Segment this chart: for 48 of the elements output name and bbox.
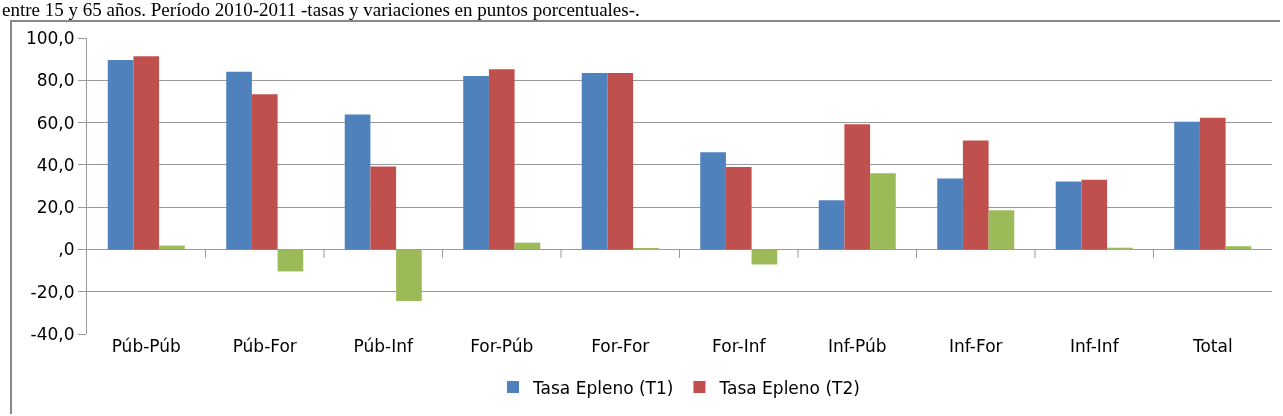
- x-tick-label: Púb-Púb: [111, 336, 181, 356]
- bar: [251, 94, 278, 250]
- chart-title: entre 15 y 65 años. Período 2010-2011 -tasas y variaciones en puntos porcentuales-.: [2, 0, 641, 20]
- bar: [1081, 179, 1108, 250]
- y-tick-label: 100,0: [25, 27, 75, 48]
- bar: [988, 210, 1015, 250]
- y-tick-label: 40,0: [36, 154, 75, 175]
- x-tick-label: For-For: [591, 336, 650, 356]
- x-tick-label: Total: [1191, 336, 1233, 356]
- legend-label: Tasa Epleno (T2): [718, 377, 860, 398]
- legend-label: Tasa Epleno (T1): [532, 377, 674, 398]
- bar: [133, 56, 160, 250]
- bar: [1174, 121, 1200, 250]
- y-tick-label: -20,0: [30, 281, 75, 302]
- bar: [725, 166, 752, 250]
- bar: [751, 249, 778, 265]
- bar: [488, 69, 515, 250]
- bar: [1107, 247, 1133, 250]
- x-tick-label: Púb-Inf: [353, 336, 414, 356]
- x-tick-label: For-Inf: [712, 336, 767, 356]
- bar: [1055, 181, 1082, 250]
- bar: [607, 73, 634, 250]
- y-tick-label: 80,0: [36, 70, 75, 91]
- bar: [962, 140, 989, 250]
- bar: [937, 178, 963, 250]
- bar: [396, 249, 422, 302]
- y-tick-label: ,0: [58, 239, 75, 260]
- x-tick-label: Inf-For: [948, 336, 1003, 356]
- x-tick-label: Inf-Inf: [1069, 336, 1120, 356]
- bar: [844, 124, 871, 250]
- bar: [370, 166, 397, 250]
- bar: [1199, 117, 1226, 250]
- y-tick-label: -40,0: [30, 323, 75, 344]
- bar: [870, 173, 896, 250]
- x-tick-label: Inf-Púb: [828, 336, 887, 356]
- bar: [344, 114, 371, 250]
- y-tick-label: 20,0: [36, 197, 75, 218]
- bar: [700, 152, 726, 250]
- x-tick-label: For-Púb: [470, 336, 534, 356]
- bar: [818, 200, 845, 250]
- x-tick-label: Púb-For: [232, 336, 297, 356]
- bar: [1225, 246, 1252, 250]
- bar: [463, 76, 489, 250]
- bar: [226, 71, 252, 250]
- bar: [581, 73, 608, 250]
- bar: [107, 59, 134, 250]
- bar: [277, 249, 304, 272]
- y-tick-label: 60,0: [36, 112, 75, 133]
